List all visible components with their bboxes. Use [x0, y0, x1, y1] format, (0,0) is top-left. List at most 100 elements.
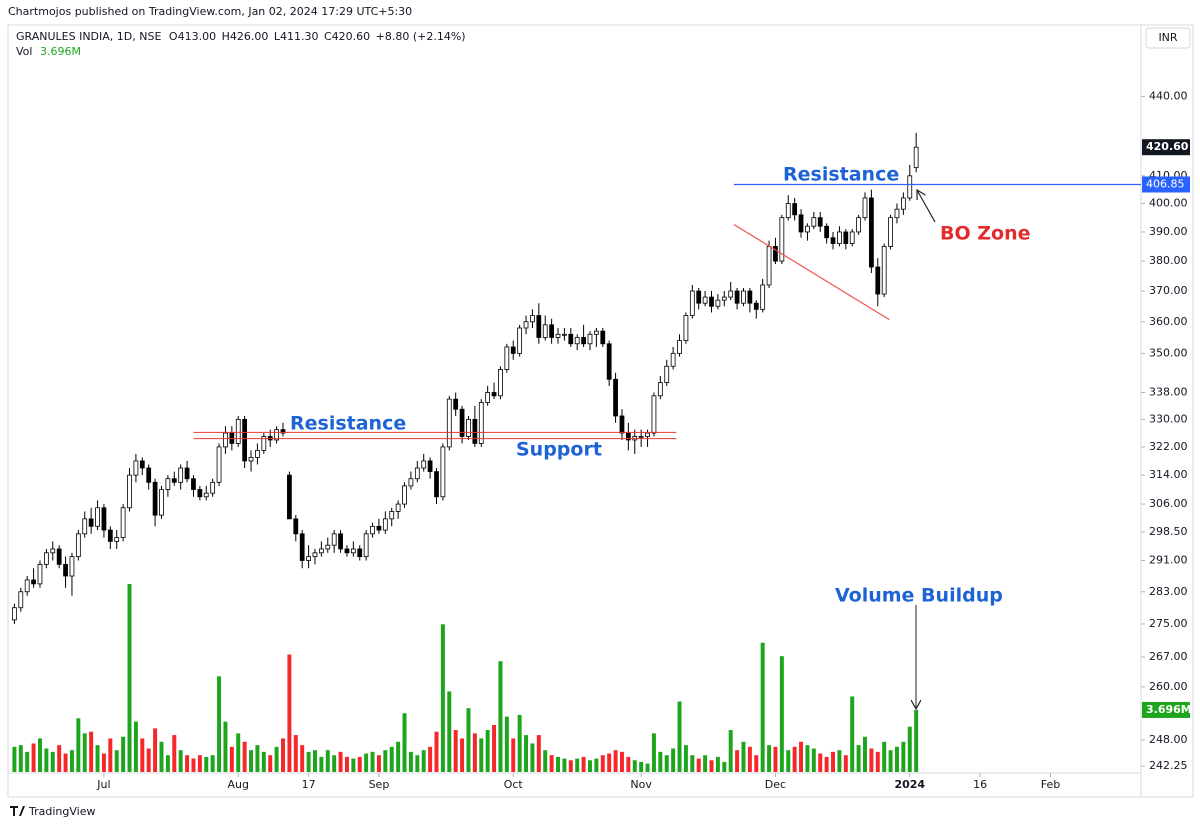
candle-body: [689, 290, 695, 316]
volume-bar: [651, 733, 656, 772]
volume-bar: [556, 756, 560, 772]
volume-bar: [18, 745, 23, 772]
candle-body: [318, 548, 324, 554]
volume-bar: [831, 751, 835, 772]
volume-bar: [600, 755, 605, 772]
volume-bar: [773, 746, 778, 772]
y-tick-label: 242.25: [1149, 759, 1188, 772]
candle-body: [600, 330, 606, 345]
volume-bar: [223, 721, 228, 772]
volume-bar: [127, 583, 132, 772]
breakout-price-box: [1142, 176, 1190, 193]
volume-bar: [594, 758, 599, 772]
volume-value: 3.696M: [40, 45, 81, 58]
candle-body: [606, 343, 612, 380]
logo-icon: [10, 806, 25, 816]
candles: [12, 132, 919, 624]
y-tick-label: 380.00: [1149, 254, 1188, 267]
candle-body: [466, 418, 471, 437]
volume-bar: [351, 758, 356, 772]
volume-bar: [875, 751, 880, 772]
candle-body: [849, 231, 855, 244]
y-tick-label: 314.00: [1149, 468, 1188, 481]
volume-bar: [249, 750, 254, 772]
candle-body: [811, 217, 817, 227]
volume-bar: [396, 741, 401, 772]
x-tick-label: Feb: [1041, 778, 1060, 791]
candle-body: [875, 266, 881, 295]
close: C420.60: [324, 30, 370, 43]
volume-bar: [645, 763, 650, 772]
candle-body: [18, 591, 24, 609]
volume-bar: [760, 642, 765, 772]
candle-body: [843, 231, 849, 244]
candle-body: [306, 556, 311, 561]
volume-bar: [741, 741, 746, 772]
volume-bar: [300, 745, 305, 772]
candle-body: [31, 579, 36, 585]
candle-body: [721, 296, 727, 301]
volume-bar: [140, 738, 145, 772]
candle-body: [894, 208, 900, 219]
candle-body: [779, 217, 785, 262]
candle-body: [888, 217, 893, 247]
candle-body: [101, 507, 107, 531]
volume-bar: [715, 756, 720, 772]
volume-bar: [524, 735, 529, 772]
candle-body: [197, 489, 203, 498]
y-tick-label: 283.00: [1149, 585, 1188, 598]
candle-body: [523, 321, 529, 329]
volume-bar: [146, 748, 151, 772]
candle-body: [427, 460, 433, 472]
candle-body: [43, 552, 49, 565]
candle-body: [504, 346, 510, 370]
candle-body: [837, 231, 842, 244]
y-tick-label: 360.00: [1149, 315, 1188, 328]
currency-box[interactable]: [1145, 27, 1191, 49]
volume-bar: [511, 738, 516, 772]
volume-bar: [472, 733, 477, 772]
candle-body: [792, 203, 798, 216]
candle-body: [88, 518, 94, 527]
y-tick-label: 248.00: [1149, 733, 1188, 746]
volume-bar: [709, 760, 714, 772]
candle-body: [280, 429, 286, 434]
volume-bar: [575, 758, 580, 772]
candle-body: [120, 507, 126, 538]
candle-body: [651, 395, 657, 434]
candle-body: [50, 548, 56, 554]
volume-bar: [357, 756, 362, 772]
volume-bar: [901, 741, 906, 772]
chart-frame: [7, 24, 1194, 798]
volume-bar: [204, 756, 209, 772]
candle-body: [370, 525, 375, 535]
candle-body: [453, 398, 459, 410]
candle-body: [274, 429, 279, 441]
volume-bar: [242, 741, 247, 772]
volume-bar: [332, 755, 337, 772]
volume-bar: [306, 751, 311, 772]
volume-bar: [210, 755, 215, 772]
candle-body: [753, 302, 759, 310]
candle-body: [261, 436, 267, 451]
candle-body: [856, 217, 861, 233]
volume-bar: [568, 760, 573, 772]
y-tick-label: 322.00: [1149, 440, 1188, 453]
volume-bar: [108, 738, 113, 772]
candle-body: [696, 290, 702, 304]
candle-body: [657, 382, 663, 397]
y-tick-label: 330.00: [1149, 412, 1188, 425]
volume-bar: [415, 755, 420, 772]
x-tick-label: Nov: [630, 778, 652, 791]
volume-bar: [613, 750, 618, 772]
volume-bar: [837, 750, 842, 772]
volume-bar: [703, 755, 708, 772]
breakout-price-label: 406.85: [1146, 177, 1185, 190]
volume-bar: [811, 748, 816, 772]
candle-body: [248, 457, 254, 462]
candle-body: [133, 460, 139, 476]
candle-body: [741, 290, 746, 304]
candle-body: [568, 333, 574, 345]
candle-body: [594, 330, 599, 335]
candle-body: [235, 418, 241, 444]
